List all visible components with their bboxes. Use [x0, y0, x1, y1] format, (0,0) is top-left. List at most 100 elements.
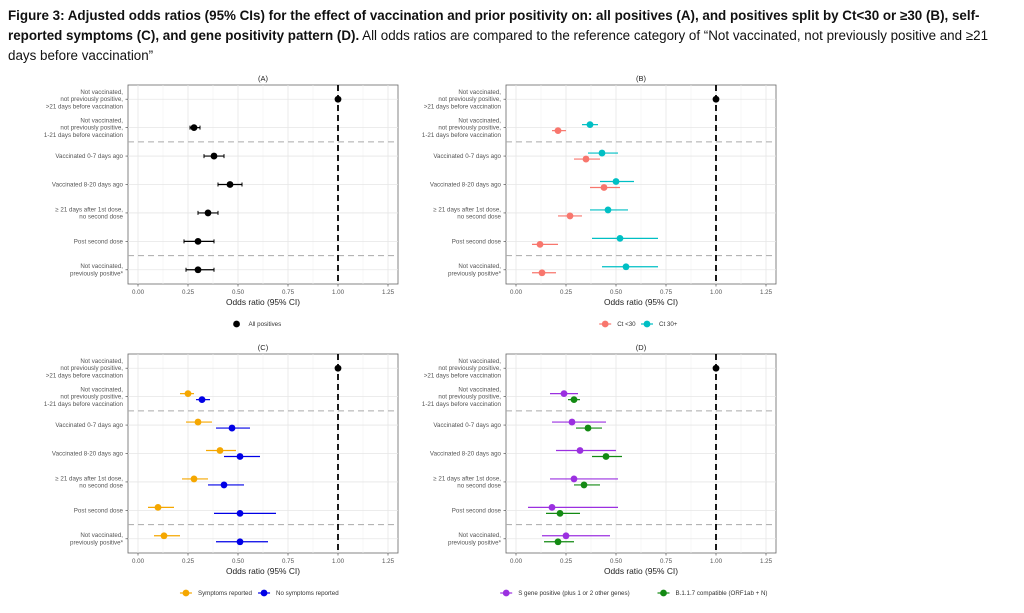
panel-title: (A): [258, 74, 269, 83]
y-tick-label-line: Post second dose: [74, 238, 124, 245]
estimate-point: [204, 209, 212, 217]
y-tick-label: Post second dose: [74, 238, 124, 245]
data-point-group-no-symptoms-reported: [216, 424, 250, 432]
estimate-point: [562, 532, 570, 540]
y-tick-label-line: Not vaccinated,: [458, 117, 501, 124]
y-tick-label-line: previously positive*: [448, 539, 502, 546]
y-tick-label-line: Not vaccinated,: [458, 386, 501, 393]
x-tick-label: 0.00: [510, 558, 523, 565]
y-tick-label-line: not previously positive,: [438, 96, 501, 103]
y-tick-label-line: Not vaccinated,: [458, 532, 501, 539]
x-tick-label: 0.25: [182, 289, 195, 296]
data-point-group-no-symptoms-reported: [196, 396, 210, 404]
estimate-point: [560, 390, 568, 398]
y-tick-label-line: >21 days before vaccination: [46, 373, 124, 380]
x-tick-label: 1.00: [332, 289, 345, 296]
y-tick-label: Not vaccinated, not previously positive, 1…: [44, 117, 124, 139]
y-tick-label-line: Vaccinated 0-7 days ago: [55, 422, 123, 429]
legend-label: B.1.1.7 compatible (ORF1ab + N): [676, 590, 768, 597]
y-tick-label-line: not previously positive,: [60, 125, 123, 132]
panel-d-chart: (D)Not vaccinated, not previously positiv…: [422, 343, 777, 597]
data-point-group-s-gene-positive-plus-1-or-2-other-genes: [550, 390, 578, 398]
y-tick-label-line: previously positive*: [70, 539, 124, 546]
y-tick-label-line: Vaccinated 0-7 days ago: [55, 153, 123, 160]
y-tick-label: Not vaccinated, not previously positive, 1…: [44, 386, 124, 408]
panel-title: (D): [636, 343, 647, 352]
legend-marker: [233, 320, 240, 328]
estimate-point: [194, 237, 202, 245]
estimate-point: [154, 503, 162, 511]
panel-title: (B): [636, 74, 647, 83]
y-tick-label-line: 1-21 days before vaccination: [422, 401, 502, 408]
data-point-group-all-positives: [185, 266, 215, 274]
legend-marker: [660, 589, 667, 597]
y-tick-label-line: no second dose: [457, 214, 501, 221]
y-tick-label: Not vaccinated, not previously positive, 1…: [422, 117, 502, 139]
data-point-group-s-gene-positive-plus-1-or-2-other-genes: [528, 503, 618, 511]
y-tick-label: Vaccinated 8-20 days ago: [430, 182, 502, 189]
x-tick-label: 0.00: [132, 558, 145, 565]
y-tick-label: Post second dose: [74, 507, 124, 514]
estimate-point: [554, 538, 562, 546]
y-tick-label: Vaccinated 0-7 days ago: [433, 422, 501, 429]
y-tick-label-line: Vaccinated 0-7 days ago: [433, 153, 501, 160]
data-point-group-ct-30: [592, 234, 658, 242]
estimate-point: [584, 424, 592, 432]
y-tick-label-line: Vaccinated 8-20 days ago: [430, 182, 502, 189]
x-axis-label: Odds ratio (95% CI): [226, 297, 300, 307]
estimate-point: [598, 149, 606, 157]
data-point-group-b-1-1-7-compatible-orf1ab-n: [568, 396, 580, 404]
y-tick-label-line: not previously positive,: [438, 394, 501, 401]
y-tick-label: Vaccinated 8-20 days ago: [430, 451, 502, 458]
data-point-group-s-gene-positive-plus-1-or-2-other-genes: [550, 475, 618, 483]
estimate-point: [602, 453, 610, 460]
estimate-point: [600, 184, 608, 191]
estimate-point: [570, 396, 578, 404]
y-tick-label: Post second dose: [452, 238, 502, 245]
y-tick-label-line: not previously positive,: [60, 365, 123, 372]
y-tick-label-line: not previously positive,: [60, 394, 123, 401]
y-tick-label: ≥ 21 days after 1st dose, no second dose: [433, 475, 501, 489]
caption-normal: All odds ratios are compared to the refe…: [8, 28, 989, 63]
estimate-point: [612, 178, 620, 185]
data-point-group-b-1-1-7-compatible-orf1ab-n: [546, 509, 580, 517]
reference-point: [334, 95, 342, 103]
y-tick-label-line: Vaccinated 8-20 days ago: [52, 451, 124, 458]
x-tick-label: 0.75: [282, 289, 295, 296]
legend-item-symptoms-reported: Symptoms reported: [179, 589, 252, 597]
panel-a-chart: (A) Not vaccinated, not previously positiv…: [44, 74, 399, 328]
estimate-point: [190, 475, 198, 483]
x-tick-label: 0.50: [610, 558, 623, 565]
legend-marker: [502, 589, 510, 597]
legend-item-s-gene-positive-plus-1-or-2-other-genes: S gene positive (plus 1 or 2 other genes…: [500, 589, 630, 597]
data-point-group-no-symptoms-reported: [224, 453, 260, 460]
estimate-point: [236, 538, 244, 546]
y-tick-label-line: Vaccinated 8-20 days ago: [52, 182, 124, 189]
x-axis-label: Odds ratio (95% CI): [604, 566, 678, 576]
estimate-point: [586, 121, 594, 129]
data-point-group-ct-30: [602, 263, 658, 271]
y-tick-label: Not vaccinated, not previously positive, >…: [424, 89, 502, 111]
estimate-point: [536, 240, 544, 248]
data-point-group-symptoms-reported: [182, 475, 208, 483]
reference-point: [334, 364, 342, 372]
y-tick-label-line: previously positive*: [448, 270, 502, 277]
y-tick-label: Not vaccinated, previously positive*: [448, 263, 502, 277]
caption-bold: Figure 3: Adjusted odds ratios (95% CIs)…: [8, 8, 980, 43]
data-point-group-ct-30: [590, 206, 628, 214]
y-tick-label-line: >21 days before vaccination: [424, 104, 502, 111]
estimate-point: [616, 234, 624, 242]
data-point-group-ct-30: [582, 121, 598, 129]
legend-item-all-positives: All positives: [233, 320, 281, 328]
y-tick-label-line: 1-21 days before vaccination: [422, 132, 502, 139]
data-point-group-all-positives: [183, 237, 215, 245]
data-point-group-no-symptoms-reported: [208, 481, 244, 489]
y-tick-label-line: no second dose: [79, 214, 123, 221]
estimate-point: [184, 390, 192, 398]
y-tick-label-line: >21 days before vaccination: [424, 373, 502, 380]
data-point-group-ct-30: [532, 240, 558, 248]
estimate-point: [190, 124, 198, 132]
y-tick-label-line: Post second dose: [452, 507, 502, 514]
y-tick-label-line: Not vaccinated,: [80, 358, 123, 365]
estimate-point: [194, 266, 202, 274]
